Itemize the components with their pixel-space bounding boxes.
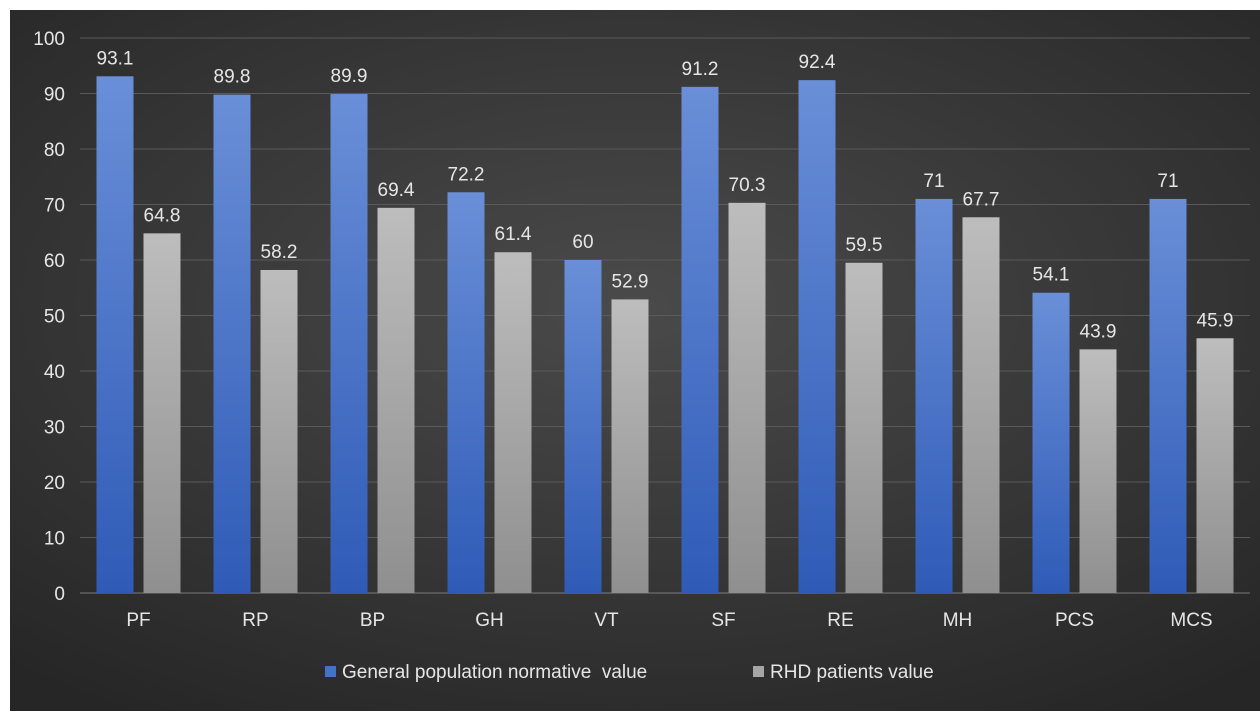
data-label-rhd-mcs: 45.9 [1197,310,1234,331]
bar-general-sf [681,86,719,593]
bar-general-rp [213,94,251,594]
bar-general-mcs [1149,198,1187,593]
chart-frame: 0 10 20 30 40 50 60 70 80 90 100 93.1 64.8 89.8 58.2 8… [10,10,1260,711]
bar-rhd-mcs [1196,338,1234,593]
bar-general-vt [564,260,602,593]
data-label-rhd-bp: 69.4 [378,180,415,201]
legend: General population normative value RHD pa… [325,662,934,683]
x-axis-ticks: PF RP BP GH VT SF RE MH PCS MCS [126,610,1212,631]
legend-swatch-rhd [753,666,764,677]
data-label-rhd-pf: 64.8 [144,205,181,226]
data-label-rhd-mh: 67.7 [963,189,1000,210]
y-tick-label: 90 [44,85,65,106]
legend-label-general: General population normative value [342,662,647,683]
x-tick-label-rp: RP [242,610,268,631]
bar-general-re [798,80,836,594]
x-tick-label-vt: VT [594,610,619,631]
x-tick-label-bp: BP [360,610,385,631]
bar-general-pcs [1032,292,1070,593]
y-tick-label: 80 [44,140,65,161]
data-label-general-pf: 93.1 [97,48,134,69]
y-tick-label: 30 [44,418,65,439]
y-tick-label: 100 [33,29,65,50]
data-label-general-bp: 89.9 [331,66,368,87]
bar-rhd-pcs [1079,349,1117,593]
data-label-general-gh: 72.2 [448,164,485,185]
legend-label-rhd: RHD patients value [770,662,934,683]
data-label-general-mcs: 71 [1157,171,1178,192]
bar-rhd-vt [611,299,649,593]
bar-rhd-gh [494,252,532,594]
bars [96,76,1234,594]
bar-rhd-sf [728,202,766,593]
bar-rhd-mh [962,217,1000,593]
y-tick-label: 50 [44,307,65,328]
y-tick-label: 0 [54,584,65,605]
y-tick-label: 60 [44,251,65,272]
bar-rhd-pf [143,233,181,594]
data-label-rhd-re: 59.5 [846,235,883,256]
data-label-general-pcs: 54.1 [1033,265,1070,286]
bar-chart: 0 10 20 30 40 50 60 70 80 90 100 93.1 64.8 89.8 58.2 8… [33,29,1250,683]
y-axis-ticks: 0 10 20 30 40 50 60 70 80 90 100 [33,29,65,605]
x-tick-label-mcs: MCS [1170,610,1212,631]
bar-general-pf [96,76,134,594]
data-label-rhd-vt: 52.9 [612,271,649,292]
x-tick-label-gh: GH [475,610,504,631]
bar-rhd-rp [260,269,298,593]
x-tick-label-pcs: PCS [1055,610,1094,631]
bar-rhd-bp [377,207,415,593]
y-tick-label: 20 [44,473,65,494]
y-tick-label: 40 [44,362,65,383]
data-label-rhd-sf: 70.3 [729,175,766,196]
bar-general-bp [330,94,368,594]
gridlines [80,37,1250,594]
y-tick-label: 70 [44,196,65,217]
x-tick-label-pf: PF [126,610,150,631]
data-labels: 93.1 64.8 89.8 58.2 89.9 69.4 72.2 61.4 60 52.9 91… [97,48,1234,342]
data-label-general-vt: 60 [572,232,593,253]
x-tick-label-re: RE [827,610,853,631]
y-tick-label: 10 [44,529,65,550]
data-label-rhd-rp: 58.2 [261,242,298,263]
legend-swatch-general [325,666,336,677]
x-tick-label-mh: MH [943,610,973,631]
bar-general-mh [915,198,953,593]
data-label-general-re: 92.4 [799,52,836,73]
data-label-rhd-pcs: 43.9 [1080,321,1117,342]
x-tick-label-sf: SF [711,610,735,631]
bar-general-gh [447,192,485,594]
data-label-general-mh: 71 [923,171,944,192]
data-label-general-sf: 91.2 [682,59,719,80]
bar-rhd-re [845,262,883,593]
data-label-rhd-gh: 61.4 [495,224,532,245]
data-label-general-rp: 89.8 [214,67,251,88]
